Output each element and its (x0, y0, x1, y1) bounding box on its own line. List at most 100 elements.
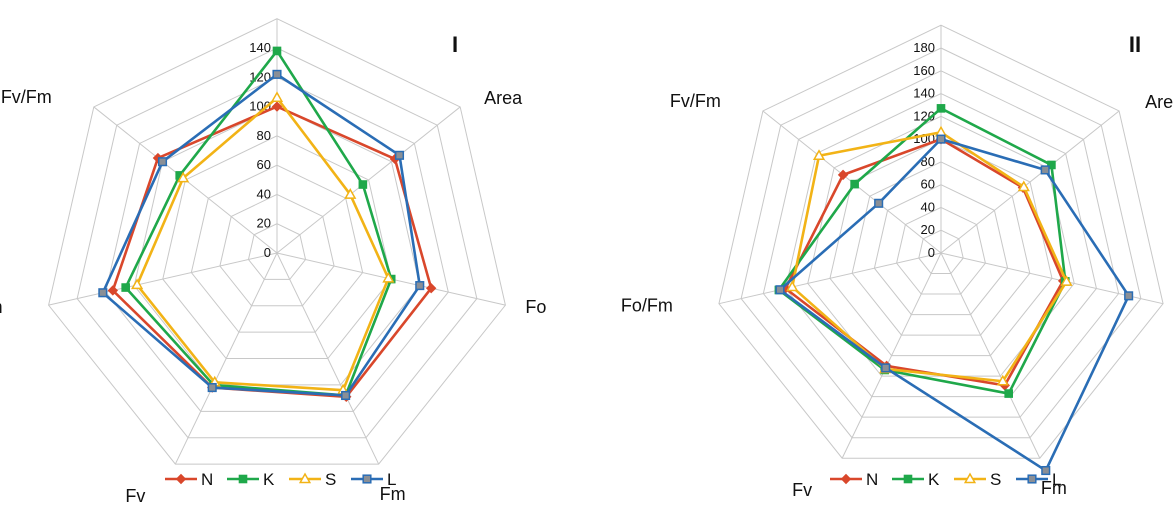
data-point-L (881, 363, 891, 373)
tick-label: 20 (921, 222, 935, 237)
data-point-K (850, 179, 859, 189)
series-line-L (101, 73, 422, 397)
axis-spoke (841, 252, 942, 459)
legend-label: S (325, 470, 336, 489)
grid-ring (873, 184, 1009, 316)
legend-label: L (387, 470, 396, 489)
data-point-N (425, 282, 437, 294)
axis-label: Fo/Fm (0, 297, 3, 317)
data-point-K (936, 104, 946, 113)
grid-ring (918, 229, 964, 275)
data-point-S (812, 149, 826, 160)
tick-label: 80 (257, 128, 271, 143)
tick-label: 180 (913, 40, 935, 55)
axis-label: Area (1145, 92, 1173, 112)
data-point-K (1047, 160, 1056, 170)
legend-marker (362, 474, 372, 484)
grid-ring (718, 24, 1164, 459)
grid-ring (740, 47, 1142, 439)
tick-label: 40 (257, 186, 271, 201)
grid-ring (48, 18, 506, 465)
legend-label: N (866, 470, 878, 489)
series-line-S (790, 130, 1068, 383)
data-point-L (272, 69, 282, 79)
axis-label: Area (484, 88, 523, 108)
data-point-S (1060, 275, 1073, 286)
grid-ring (247, 223, 307, 280)
data-point-L (1040, 165, 1050, 175)
data-point-S (344, 188, 357, 199)
tick-label: 0 (264, 245, 271, 260)
tick-label: 140 (913, 86, 935, 101)
tick-label: 100 (249, 99, 271, 114)
axis-spoke (48, 252, 278, 306)
grid-ring (219, 193, 335, 307)
axis-spoke (276, 252, 380, 465)
axis-label: Fo/Fm (621, 296, 673, 316)
legend-item-S: S (954, 470, 1001, 489)
data-point-L (415, 281, 425, 291)
grid-ring (829, 138, 1053, 357)
tick-label: 60 (257, 157, 271, 172)
grid-ring (190, 164, 364, 333)
grid-ring (105, 76, 449, 412)
axis-spoke (276, 106, 461, 254)
legend-item-K: K (227, 470, 275, 489)
data-point-S (1017, 180, 1030, 192)
panel-label: II (1129, 32, 1141, 57)
axis-spoke (174, 252, 278, 465)
data-point-K (272, 46, 282, 56)
grid-ring (896, 206, 986, 295)
tick-label: 160 (913, 63, 935, 78)
data-point-S (177, 171, 190, 183)
series-line-L (778, 137, 1130, 472)
data-point-K (121, 283, 130, 292)
legend-marker (1027, 474, 1037, 484)
axis-label: t for Fm (910, 0, 972, 3)
legend-item-N: N (165, 470, 213, 489)
data-point-K (358, 180, 368, 189)
axis-label: Fo (525, 297, 546, 317)
data-point-L (394, 150, 405, 160)
data-point-S (382, 271, 395, 283)
data-point-S (131, 278, 144, 290)
legend-marker (840, 473, 852, 485)
legend-item-K: K (892, 470, 940, 489)
legend-label: N (201, 470, 213, 489)
grid-ring (762, 70, 1120, 418)
axis-label: Fv (792, 480, 812, 500)
grid-ring (76, 47, 478, 439)
tick-label: 20 (257, 216, 271, 231)
axis-label: Fv (125, 486, 145, 506)
legend-item-N: N (830, 470, 878, 489)
data-point-L (775, 285, 785, 295)
series-line-S (135, 96, 390, 392)
tick-label: 0 (928, 245, 935, 260)
axis-label: Fv/Fm (1, 87, 52, 107)
data-point-K (1004, 389, 1013, 398)
data-point-L (341, 390, 351, 401)
data-point-L (936, 134, 946, 144)
legend-marker (903, 474, 913, 484)
data-point-L (874, 198, 884, 208)
data-point-L (157, 157, 168, 167)
data-point-L (1041, 465, 1051, 476)
grid-ring (162, 135, 392, 360)
legend-marker (298, 472, 312, 484)
legend-label: S (990, 470, 1001, 489)
data-point-L (1124, 291, 1134, 301)
data-point-N (837, 169, 849, 181)
legend-marker (963, 472, 977, 484)
axis-spoke (718, 252, 942, 305)
data-point-N (107, 285, 119, 296)
data-point-S (996, 374, 1009, 386)
data-point-N (271, 101, 283, 112)
grid-ring (851, 161, 1031, 336)
legend-item-L: L (1016, 470, 1061, 489)
tick-label: 60 (921, 177, 935, 192)
radar-chart-panel-ii: 020406080100120140160180t for FmAreaFoFm… (621, 0, 1173, 500)
axis-label: Fm (380, 484, 406, 504)
panel-label: I (452, 32, 458, 57)
axis-label: Fv/Fm (670, 91, 721, 111)
